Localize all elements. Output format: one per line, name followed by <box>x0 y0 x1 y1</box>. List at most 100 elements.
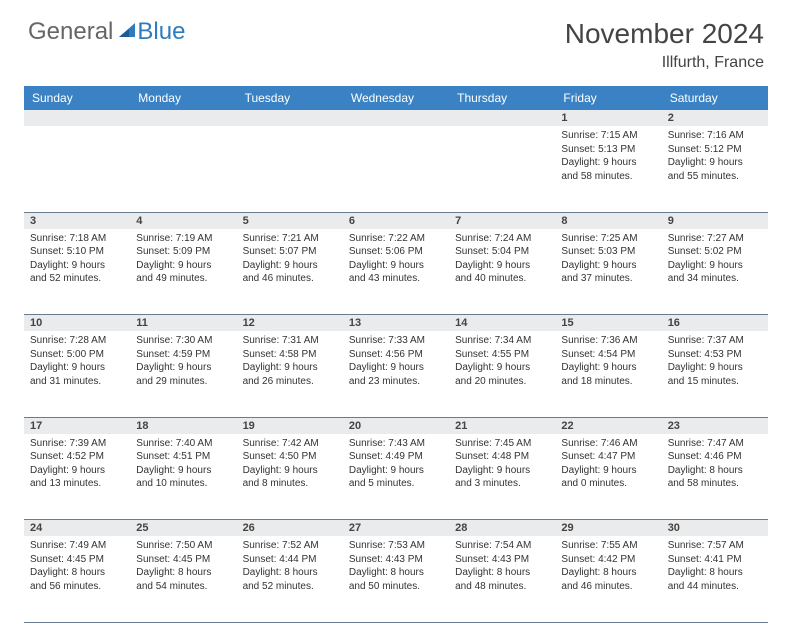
week-row: Sunrise: 7:28 AMSunset: 5:00 PMDaylight:… <box>24 331 768 417</box>
day-number: 11 <box>130 315 236 332</box>
day-number: 20 <box>343 417 449 434</box>
day-number <box>343 110 449 126</box>
day-details: Sunrise: 7:30 AMSunset: 4:59 PMDaylight:… <box>130 331 236 392</box>
day-details: Sunrise: 7:45 AMSunset: 4:48 PMDaylight:… <box>449 434 555 495</box>
day-details: Sunrise: 7:54 AMSunset: 4:43 PMDaylight:… <box>449 536 555 597</box>
day-cell: Sunrise: 7:54 AMSunset: 4:43 PMDaylight:… <box>449 536 555 622</box>
day-number: 26 <box>237 520 343 537</box>
day-cell: Sunrise: 7:37 AMSunset: 4:53 PMDaylight:… <box>662 331 768 417</box>
day-number: 27 <box>343 520 449 537</box>
day-cell: Sunrise: 7:15 AMSunset: 5:13 PMDaylight:… <box>555 126 661 212</box>
day-details: Sunrise: 7:25 AMSunset: 5:03 PMDaylight:… <box>555 229 661 290</box>
day-details: Sunrise: 7:52 AMSunset: 4:44 PMDaylight:… <box>237 536 343 597</box>
day-number: 19 <box>237 417 343 434</box>
day-number: 4 <box>130 212 236 229</box>
day-details: Sunrise: 7:39 AMSunset: 4:52 PMDaylight:… <box>24 434 130 495</box>
weekday-header: Thursday <box>449 86 555 110</box>
day-number: 30 <box>662 520 768 537</box>
week-row: Sunrise: 7:18 AMSunset: 5:10 PMDaylight:… <box>24 229 768 315</box>
day-cell: Sunrise: 7:55 AMSunset: 4:42 PMDaylight:… <box>555 536 661 622</box>
day-number: 1 <box>555 110 661 126</box>
day-cell: Sunrise: 7:50 AMSunset: 4:45 PMDaylight:… <box>130 536 236 622</box>
day-details: Sunrise: 7:36 AMSunset: 4:54 PMDaylight:… <box>555 331 661 392</box>
day-details: Sunrise: 7:34 AMSunset: 4:55 PMDaylight:… <box>449 331 555 392</box>
day-details: Sunrise: 7:16 AMSunset: 5:12 PMDaylight:… <box>662 126 768 187</box>
daynum-row: 3456789 <box>24 212 768 229</box>
day-cell: Sunrise: 7:46 AMSunset: 4:47 PMDaylight:… <box>555 434 661 520</box>
title-block: November 2024 Illfurth, France <box>565 18 764 72</box>
day-cell: Sunrise: 7:40 AMSunset: 4:51 PMDaylight:… <box>130 434 236 520</box>
daynum-row: 17181920212223 <box>24 417 768 434</box>
day-number: 24 <box>24 520 130 537</box>
day-number: 2 <box>662 110 768 126</box>
week-row: Sunrise: 7:39 AMSunset: 4:52 PMDaylight:… <box>24 434 768 520</box>
day-cell: Sunrise: 7:30 AMSunset: 4:59 PMDaylight:… <box>130 331 236 417</box>
day-number: 15 <box>555 315 661 332</box>
day-number: 17 <box>24 417 130 434</box>
week-row: Sunrise: 7:49 AMSunset: 4:45 PMDaylight:… <box>24 536 768 622</box>
day-details: Sunrise: 7:43 AMSunset: 4:49 PMDaylight:… <box>343 434 449 495</box>
day-details: Sunrise: 7:50 AMSunset: 4:45 PMDaylight:… <box>130 536 236 597</box>
day-details: Sunrise: 7:15 AMSunset: 5:13 PMDaylight:… <box>555 126 661 187</box>
brand-part2: Blue <box>137 18 185 46</box>
day-details: Sunrise: 7:19 AMSunset: 5:09 PMDaylight:… <box>130 229 236 290</box>
day-details: Sunrise: 7:42 AMSunset: 4:50 PMDaylight:… <box>237 434 343 495</box>
day-number <box>237 110 343 126</box>
day-details: Sunrise: 7:18 AMSunset: 5:10 PMDaylight:… <box>24 229 130 290</box>
header: General Blue November 2024 Illfurth, Fra… <box>0 0 792 78</box>
day-cell: Sunrise: 7:45 AMSunset: 4:48 PMDaylight:… <box>449 434 555 520</box>
calendar-table: SundayMondayTuesdayWednesdayThursdayFrid… <box>24 86 768 623</box>
day-cell <box>130 126 236 212</box>
day-details: Sunrise: 7:55 AMSunset: 4:42 PMDaylight:… <box>555 536 661 597</box>
day-cell: Sunrise: 7:34 AMSunset: 4:55 PMDaylight:… <box>449 331 555 417</box>
day-number: 28 <box>449 520 555 537</box>
day-number <box>130 110 236 126</box>
day-number: 18 <box>130 417 236 434</box>
day-details: Sunrise: 7:40 AMSunset: 4:51 PMDaylight:… <box>130 434 236 495</box>
weekday-header: Sunday <box>24 86 130 110</box>
day-cell: Sunrise: 7:24 AMSunset: 5:04 PMDaylight:… <box>449 229 555 315</box>
day-number: 16 <box>662 315 768 332</box>
calendar-body: 12Sunrise: 7:15 AMSunset: 5:13 PMDayligh… <box>24 110 768 622</box>
day-number <box>24 110 130 126</box>
day-number: 8 <box>555 212 661 229</box>
brand-part1: General <box>28 18 113 46</box>
day-number: 25 <box>130 520 236 537</box>
day-cell: Sunrise: 7:21 AMSunset: 5:07 PMDaylight:… <box>237 229 343 315</box>
day-details: Sunrise: 7:49 AMSunset: 4:45 PMDaylight:… <box>24 536 130 597</box>
day-number: 21 <box>449 417 555 434</box>
day-details: Sunrise: 7:22 AMSunset: 5:06 PMDaylight:… <box>343 229 449 290</box>
day-details: Sunrise: 7:33 AMSunset: 4:56 PMDaylight:… <box>343 331 449 392</box>
day-cell: Sunrise: 7:36 AMSunset: 4:54 PMDaylight:… <box>555 331 661 417</box>
day-cell: Sunrise: 7:31 AMSunset: 4:58 PMDaylight:… <box>237 331 343 417</box>
day-number: 6 <box>343 212 449 229</box>
day-cell: Sunrise: 7:52 AMSunset: 4:44 PMDaylight:… <box>237 536 343 622</box>
weekday-header: Monday <box>130 86 236 110</box>
day-details: Sunrise: 7:31 AMSunset: 4:58 PMDaylight:… <box>237 331 343 392</box>
month-title: November 2024 <box>565 18 764 50</box>
day-cell <box>24 126 130 212</box>
day-cell: Sunrise: 7:27 AMSunset: 5:02 PMDaylight:… <box>662 229 768 315</box>
day-details: Sunrise: 7:28 AMSunset: 5:00 PMDaylight:… <box>24 331 130 392</box>
weekday-header: Friday <box>555 86 661 110</box>
location: Illfurth, France <box>565 54 764 72</box>
day-number: 5 <box>237 212 343 229</box>
day-details: Sunrise: 7:57 AMSunset: 4:41 PMDaylight:… <box>662 536 768 597</box>
day-cell: Sunrise: 7:19 AMSunset: 5:09 PMDaylight:… <box>130 229 236 315</box>
day-cell: Sunrise: 7:25 AMSunset: 5:03 PMDaylight:… <box>555 229 661 315</box>
day-cell: Sunrise: 7:57 AMSunset: 4:41 PMDaylight:… <box>662 536 768 622</box>
day-details: Sunrise: 7:46 AMSunset: 4:47 PMDaylight:… <box>555 434 661 495</box>
day-cell <box>237 126 343 212</box>
day-number: 13 <box>343 315 449 332</box>
day-cell: Sunrise: 7:16 AMSunset: 5:12 PMDaylight:… <box>662 126 768 212</box>
day-cell: Sunrise: 7:43 AMSunset: 4:49 PMDaylight:… <box>343 434 449 520</box>
weekday-header: Wednesday <box>343 86 449 110</box>
day-cell: Sunrise: 7:39 AMSunset: 4:52 PMDaylight:… <box>24 434 130 520</box>
day-cell: Sunrise: 7:49 AMSunset: 4:45 PMDaylight:… <box>24 536 130 622</box>
daynum-row: 12 <box>24 110 768 126</box>
day-number: 10 <box>24 315 130 332</box>
brand-sail-icon <box>117 18 137 46</box>
daynum-row: 24252627282930 <box>24 520 768 537</box>
day-number: 22 <box>555 417 661 434</box>
day-number: 12 <box>237 315 343 332</box>
